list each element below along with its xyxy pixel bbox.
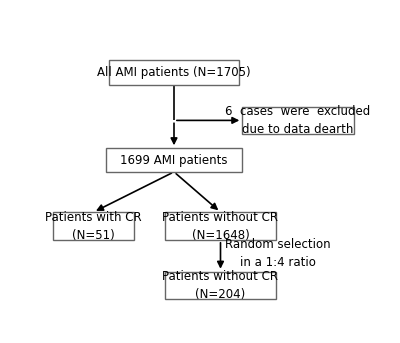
FancyBboxPatch shape [53,212,134,240]
FancyBboxPatch shape [165,212,276,240]
Text: Random selection
in a 1:4 ratio: Random selection in a 1:4 ratio [225,238,331,269]
Text: Patients with CR
(N=51): Patients with CR (N=51) [45,211,142,241]
FancyBboxPatch shape [165,272,276,299]
Text: 1699 AMI patients: 1699 AMI patients [120,154,228,166]
Text: Patients without CR
(N=204): Patients without CR (N=204) [162,270,278,301]
Text: All AMI patients (N=1705): All AMI patients (N=1705) [97,66,251,79]
Text: 6  cases  were  excluded
due to data dearth: 6 cases were excluded due to data dearth [225,105,371,136]
FancyBboxPatch shape [109,60,239,85]
Text: Patients without CR
(N=1648): Patients without CR (N=1648) [162,211,278,241]
FancyBboxPatch shape [106,148,242,172]
FancyBboxPatch shape [242,107,354,134]
